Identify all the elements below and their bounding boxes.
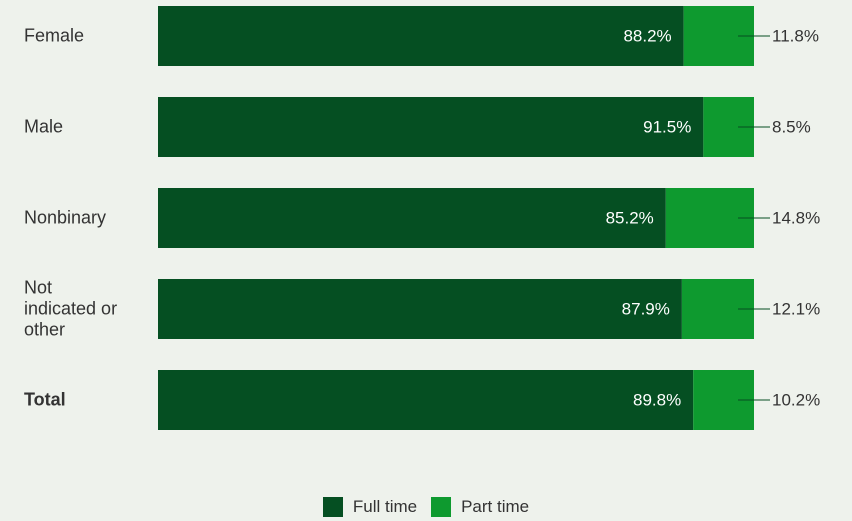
bar-segment [158, 279, 682, 339]
category-label: Female [24, 25, 85, 46]
legend-item: Full time [322, 497, 418, 517]
value-label: 91.5% [643, 117, 691, 136]
value-label: 85.2% [606, 208, 654, 227]
category-label: Nonbinary [24, 207, 107, 228]
value-label: 89.8% [633, 390, 681, 409]
bar-segment [158, 97, 704, 157]
category-label: Not indicated or other [24, 277, 118, 340]
category-label: Male [24, 116, 64, 137]
legend-swatch [322, 497, 343, 517]
legend-swatch [431, 497, 452, 517]
legend-label: Part time [461, 497, 530, 516]
value-label: 11.8% [772, 26, 819, 45]
value-label: 87.9% [622, 299, 670, 318]
value-label: 88.2% [623, 26, 671, 45]
value-label: 10.2% [772, 390, 820, 409]
bar-segment [158, 188, 666, 248]
value-label: 14.8% [772, 208, 820, 227]
legend-item: Part time [431, 497, 529, 517]
category-label: Total [24, 389, 66, 410]
value-label: 8.5% [772, 117, 811, 136]
bar-segment [158, 370, 694, 430]
value-label: 12.1% [772, 299, 820, 318]
legend: Full time Part time [0, 497, 852, 517]
legend-label: Full time [352, 497, 418, 516]
bar-segment [158, 6, 684, 66]
